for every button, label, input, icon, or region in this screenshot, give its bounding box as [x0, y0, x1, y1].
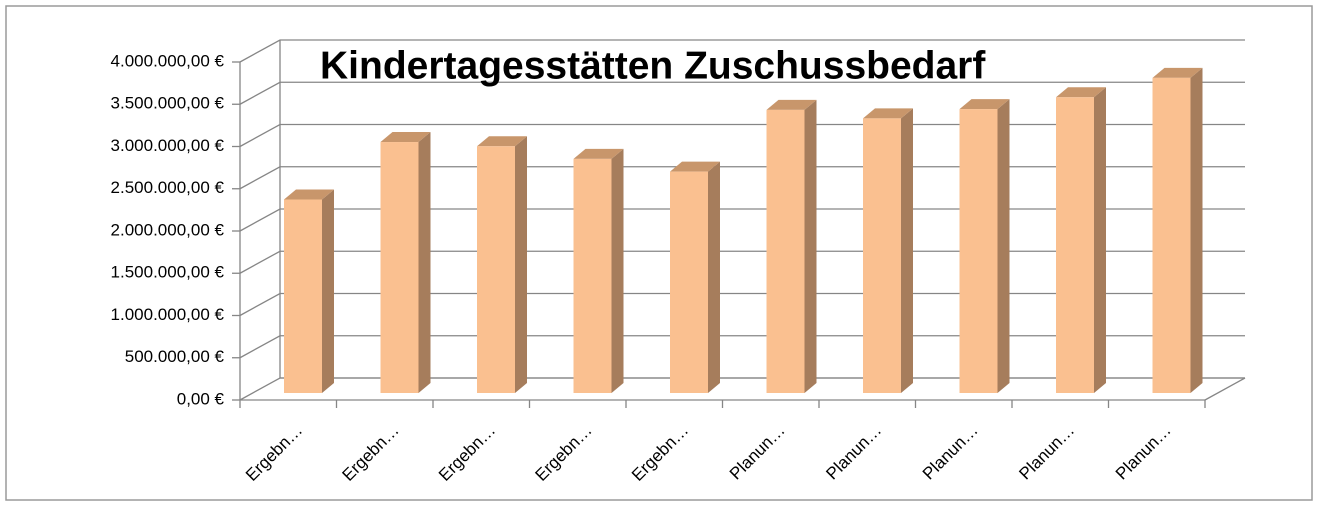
bar — [670, 161, 720, 393]
bar-side — [901, 108, 913, 393]
bar-side — [418, 132, 431, 393]
bar — [1056, 87, 1106, 393]
bar-side — [322, 189, 334, 393]
bar — [766, 99, 817, 394]
bar-top — [1056, 87, 1106, 98]
bar-front — [863, 118, 901, 393]
bar-front — [766, 109, 805, 394]
plot-area: 0,00 € 500.000,00 € 1.000.000,00 € 1.500.00… — [111, 39, 1246, 485]
bar-top — [573, 148, 624, 159]
bar-side — [515, 136, 527, 393]
bar-front — [670, 171, 708, 393]
bar-front — [573, 158, 612, 393]
grid-line — [239, 81, 1245, 105]
bar-front — [284, 199, 322, 393]
grid-line — [239, 166, 1245, 190]
bar — [959, 99, 1010, 393]
y-tick-label: 3.500.000,00 € — [111, 94, 225, 113]
bar-side — [1190, 67, 1203, 393]
grid-line — [239, 250, 1245, 274]
y-tick-label: 500.000,00 € — [125, 347, 225, 366]
grid-line — [239, 123, 1245, 148]
y-tick-label: 3.000.000,00 € — [111, 136, 225, 155]
bar-side — [611, 148, 624, 393]
grid-line — [239, 335, 1245, 359]
bar-front — [1152, 77, 1191, 393]
bar-top — [863, 108, 913, 119]
bar-side — [804, 99, 817, 394]
grid-line — [239, 292, 1245, 317]
bar — [284, 189, 334, 393]
grid-line — [239, 377, 1245, 401]
grid-line — [239, 208, 1245, 232]
y-tick-label: 2.000.000,00 € — [111, 220, 225, 239]
chart-title: Kindertagesstätten Zuschussbedarf — [320, 44, 986, 87]
grid-line — [239, 39, 1245, 63]
bar-side — [708, 161, 720, 393]
bar-front — [477, 146, 515, 393]
bar-top — [1152, 67, 1203, 78]
y-tick-label: 4.000.000,00 € — [111, 51, 225, 70]
floor-right — [1204, 377, 1246, 401]
bar-top — [284, 189, 334, 200]
y-tick-label: 2.500.000,00 € — [111, 178, 225, 197]
y-tick-label: 1.000.000,00 € — [111, 305, 225, 324]
bar-front — [380, 142, 419, 393]
bar — [863, 108, 913, 393]
bar-front — [1056, 97, 1094, 393]
bar-front — [959, 109, 998, 393]
y-tick-label: 1.500.000,00 € — [111, 263, 225, 282]
bar — [1152, 67, 1203, 393]
bar — [573, 148, 624, 393]
bar-top — [670, 161, 720, 172]
bar — [477, 136, 527, 393]
bar-top — [766, 99, 817, 110]
bar-top — [959, 99, 1010, 110]
bar-side — [997, 99, 1010, 393]
bar — [380, 132, 431, 393]
bar-side — [1094, 87, 1106, 393]
bar-top — [380, 132, 431, 143]
bar-top — [477, 136, 527, 147]
y-tick-label: 0,00 € — [177, 389, 225, 408]
